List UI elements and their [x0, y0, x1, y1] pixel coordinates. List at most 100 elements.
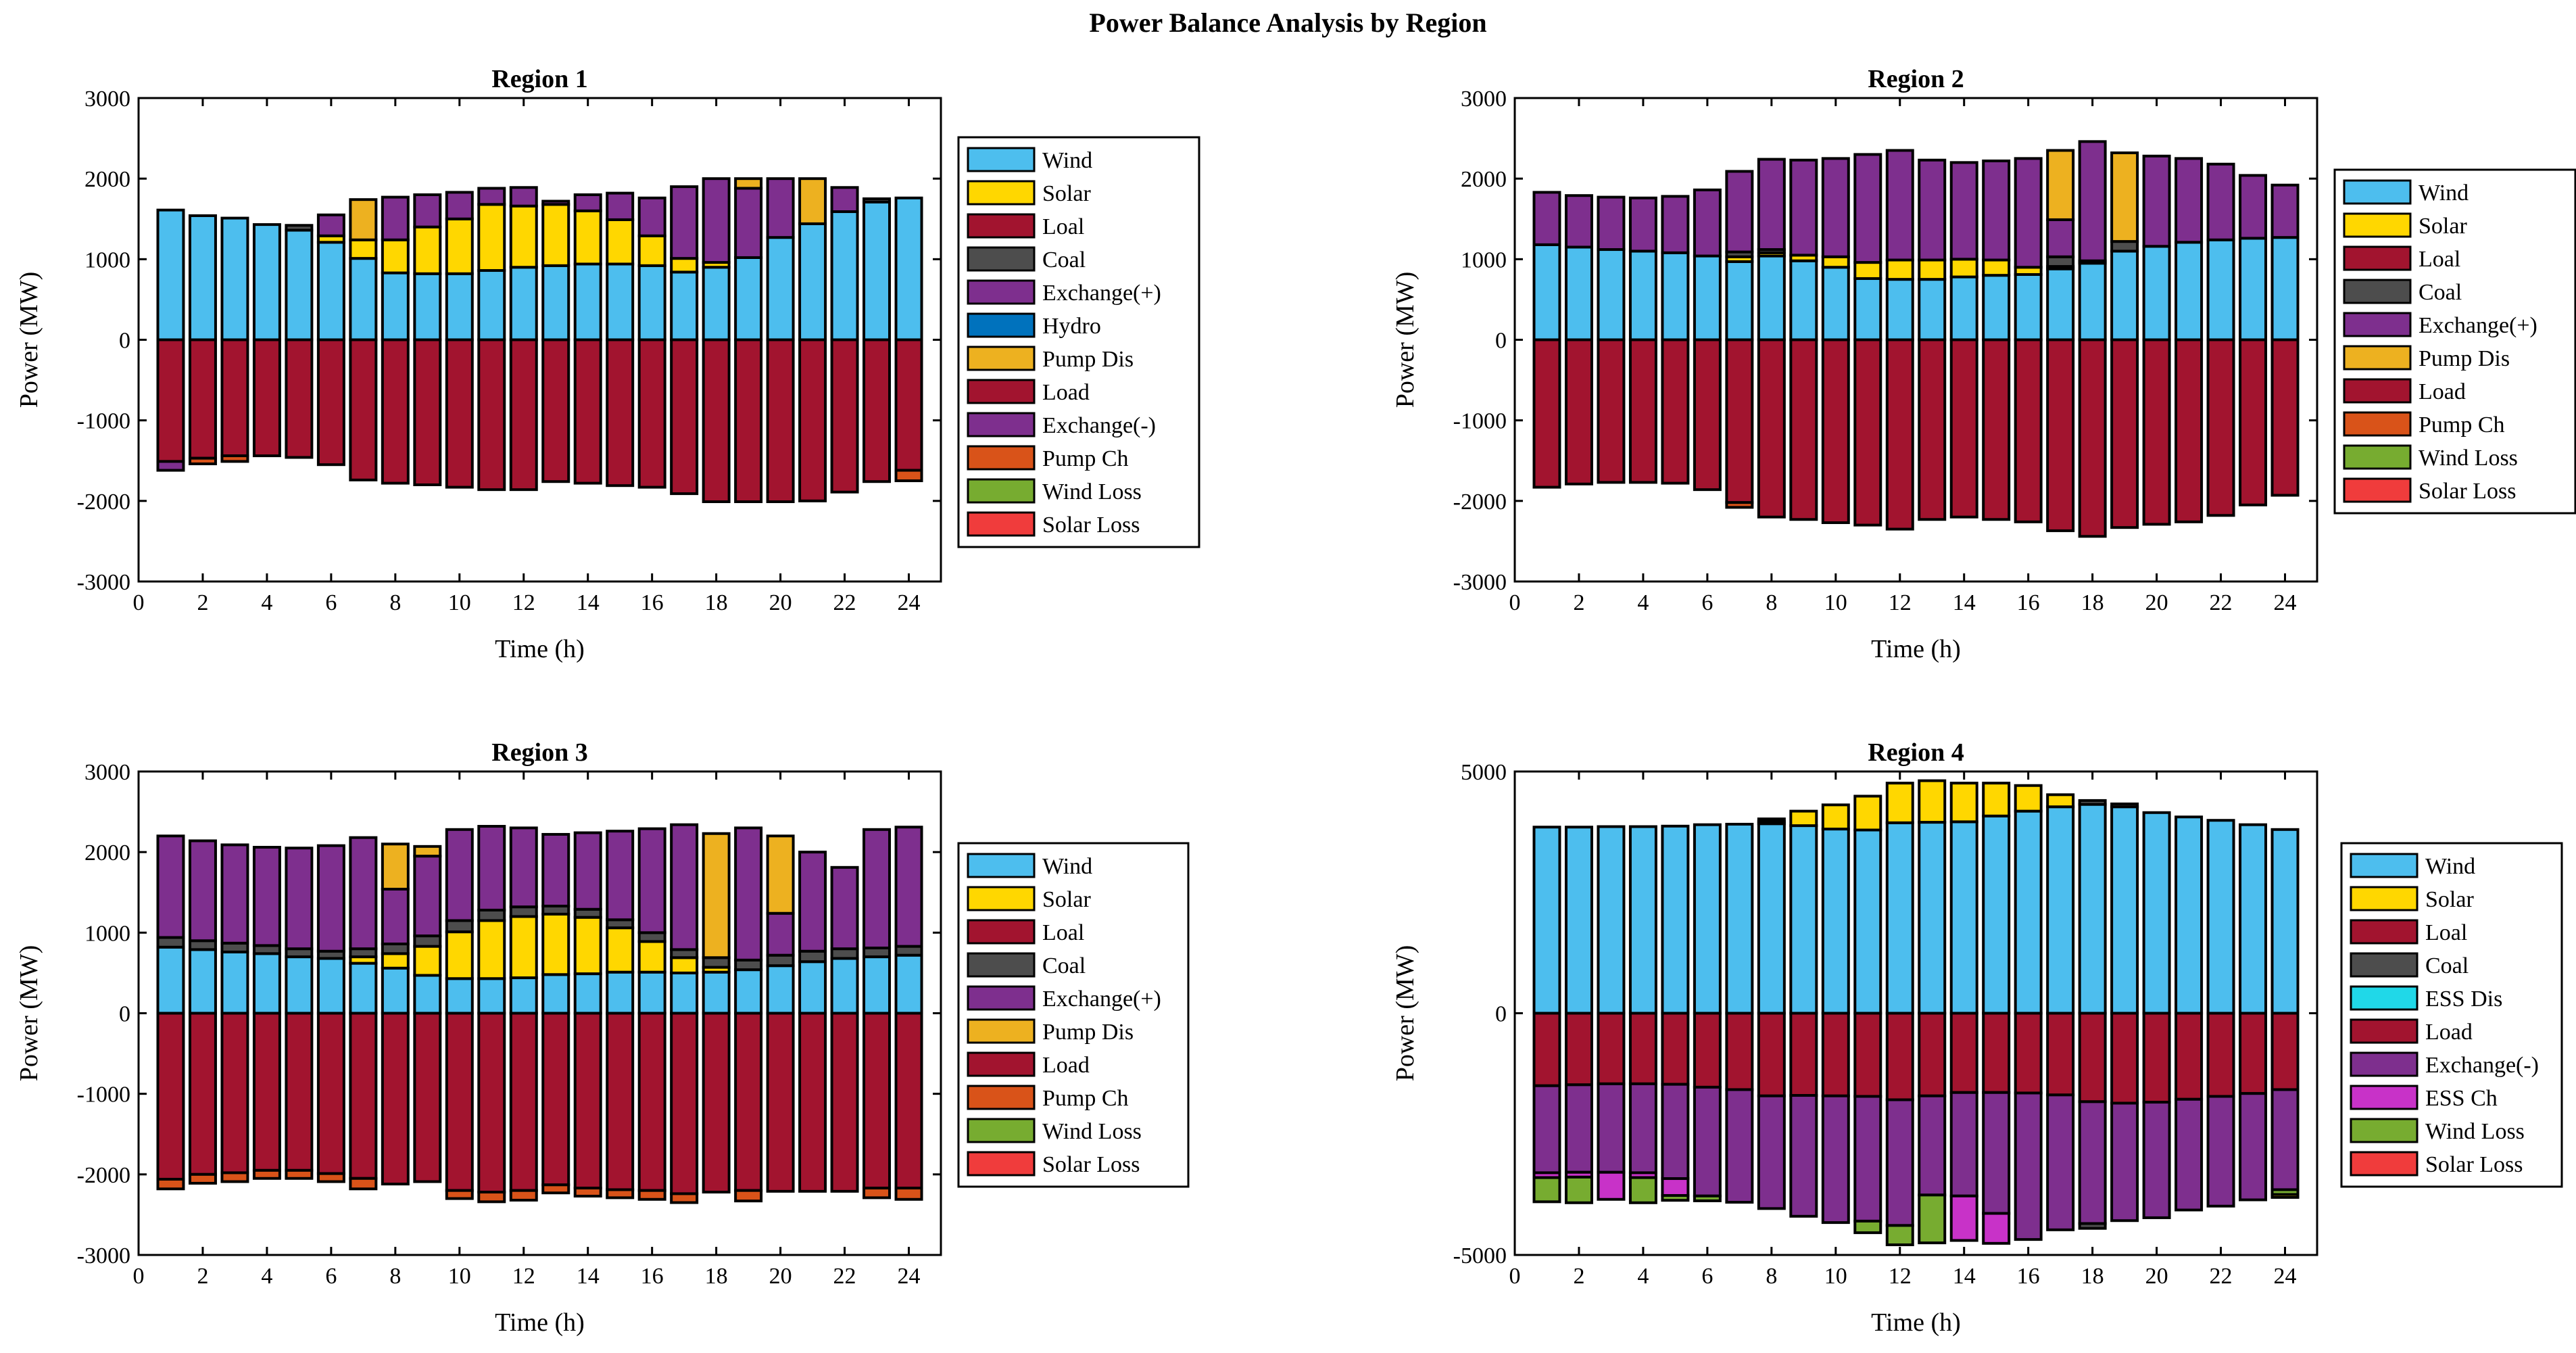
bar-wind-h17 — [2046, 805, 2075, 1015]
bar-exchangeminus-h24 — [2270, 1088, 2300, 1191]
bar-wind-h18 — [2078, 262, 2107, 341]
bar-solar-h17 — [670, 956, 699, 974]
bar-load-h24 — [2270, 1012, 2300, 1091]
bar-load-h21 — [2174, 1012, 2204, 1101]
legend: Wind Solar Loal Coal ESS Dis Load Exchange(-) E… — [2340, 842, 2563, 1188]
x-tick-label: 20 — [2145, 1264, 2168, 1289]
bar-load-h4 — [1628, 338, 1657, 484]
x-tick-label: 20 — [769, 1264, 792, 1289]
bar-coal-h21 — [798, 949, 827, 964]
bar-load-h2 — [188, 1012, 217, 1176]
bar-load-h21 — [2174, 338, 2204, 523]
bar-wind-h11 — [1853, 828, 1882, 1015]
bar-wind-loss-h6 — [1693, 1194, 1722, 1202]
bar-wind-loss-h13 — [1918, 1193, 1947, 1245]
legend-swatch-pump-dis — [2343, 345, 2412, 371]
bar-load-h10 — [445, 338, 474, 489]
legend-swatch-ess-dis — [2350, 985, 2419, 1011]
bar-wind-h23 — [862, 955, 892, 1015]
legend-swatch-loal — [967, 213, 1036, 239]
bar-exchangeplus-h10 — [445, 191, 474, 220]
legend-swatch-pump-ch — [2343, 411, 2412, 437]
bar-wind-loss-h11 — [1853, 1219, 1882, 1235]
bar-load-h2 — [188, 338, 217, 460]
bar-wind-h11 — [477, 269, 506, 341]
y-tick-label: -2000 — [77, 1163, 130, 1188]
legend-swatch-solar-loss — [2350, 1151, 2419, 1177]
bar-load-h13 — [541, 338, 570, 483]
bar-load-h22 — [2206, 338, 2235, 517]
y-tick-label: -3000 — [1453, 570, 1507, 595]
bar-exchangeplus-h11 — [1853, 153, 1882, 264]
legend-label-solar: Solar — [1042, 887, 1091, 912]
legend-label-pump-dis: Pump Dis — [2419, 346, 2510, 371]
bar-pump-ch-h19 — [734, 1189, 763, 1203]
legend-label-solar: Solar — [2419, 214, 2467, 239]
bar-load-h24 — [894, 338, 923, 472]
bar-wind-h20 — [766, 236, 795, 341]
bar-load-h9 — [413, 338, 442, 486]
y-tick-label: -1000 — [1453, 409, 1507, 434]
x-tick-label: 12 — [512, 590, 535, 615]
bar-wind-h1 — [1532, 826, 1561, 1015]
bar-exchangeplus-h23 — [862, 828, 892, 949]
bar-exchangeplus-h20 — [2142, 154, 2171, 248]
x-tick-label: 6 — [1701, 590, 1713, 615]
bar-wind-h24 — [2270, 236, 2300, 341]
bar-exchangeminus-h9 — [1789, 1094, 1818, 1218]
bar-wind-h16 — [637, 264, 666, 341]
legend-swatch-solar — [967, 886, 1036, 911]
x-tick-label: 8 — [389, 590, 401, 615]
legend-swatch-pump-ch — [967, 445, 1036, 471]
bar-wind-h2 — [188, 214, 217, 341]
bar-load-h12 — [1885, 1012, 1914, 1101]
bar-load-h23 — [2239, 338, 2268, 506]
legend-swatch-loal — [967, 919, 1036, 945]
bar-pump-ch-h14 — [573, 1187, 602, 1198]
bar-solar-h11 — [477, 203, 506, 272]
bar-exchangeplus-h24 — [894, 826, 923, 948]
bar-exchangeminus-h1 — [156, 460, 185, 472]
legend-swatch-hydro — [967, 312, 1036, 338]
legend-label-coal: Coal — [2425, 953, 2469, 978]
legend-swatch-coal — [967, 952, 1036, 978]
bar-load-h11 — [477, 1012, 506, 1194]
bar-load-h11 — [1853, 1012, 1882, 1098]
legend-label-coal: Coal — [1042, 953, 1086, 978]
bar-solar-h8 — [381, 238, 410, 275]
bar-load-h5 — [285, 1012, 314, 1172]
legend-label-solar: Solar — [1042, 181, 1091, 206]
bar-wind-h12 — [509, 976, 538, 1015]
bar-coal-h9 — [413, 934, 442, 948]
x-axis-label: Time (h) — [495, 1308, 585, 1337]
bar-exchangeplus-h19 — [734, 187, 763, 259]
bar-load-h19 — [2110, 1012, 2139, 1105]
bar-solar-h11 — [1853, 261, 1882, 280]
bar-solar-h24 — [2270, 1193, 2300, 1199]
legend-swatch-exchangeplus — [967, 279, 1036, 305]
bar-load-h8 — [1757, 338, 1786, 519]
bar-exchangeplus-h5 — [285, 847, 314, 951]
x-tick-label: 2 — [1573, 1264, 1584, 1289]
bar-load-h12 — [1885, 338, 1914, 531]
bar-load-h7 — [349, 338, 378, 481]
bar-pump-ch-h5 — [285, 1168, 314, 1180]
x-tick-label: 10 — [1824, 1264, 1847, 1289]
bar-load-h2 — [1564, 338, 1593, 485]
bar-load-h2 — [1564, 1012, 1593, 1087]
bar-wind-h23 — [862, 200, 892, 341]
bar-load-h8 — [1757, 1012, 1786, 1097]
subplot-title: Region 4 — [1868, 738, 1964, 767]
bar-wind-h14 — [1949, 275, 1978, 341]
x-tick-label: 4 — [261, 1264, 272, 1289]
bar-solar-h11 — [1853, 794, 1882, 832]
bar-load-h16 — [2014, 1012, 2043, 1095]
bar-load-h15 — [606, 338, 635, 488]
x-tick-label: 4 — [1637, 1264, 1649, 1289]
bar-load-h8 — [381, 1012, 410, 1186]
bar-wind-h19 — [2110, 250, 2139, 341]
bar-load-h20 — [766, 338, 795, 504]
legend-swatch-solar-loss — [967, 511, 1036, 537]
legend-label-exchangeplus: Exchange(+) — [1042, 987, 1161, 1012]
